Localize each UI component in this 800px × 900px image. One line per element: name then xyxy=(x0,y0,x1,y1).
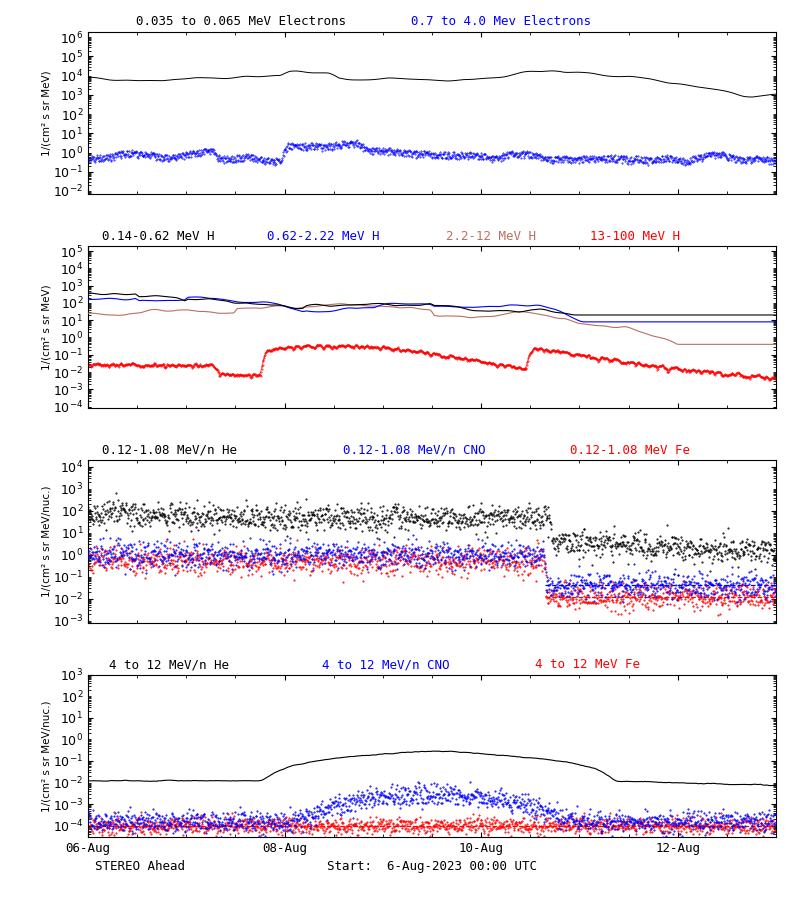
Text: STEREO Ahead: STEREO Ahead xyxy=(95,860,185,873)
Y-axis label: 1/(cm² s sr MeV): 1/(cm² s sr MeV) xyxy=(42,284,51,370)
Text: Start:  6-Aug-2023 00:00 UTC: Start: 6-Aug-2023 00:00 UTC xyxy=(327,860,537,873)
Text: 0.14-0.62 MeV H: 0.14-0.62 MeV H xyxy=(102,230,214,243)
Text: 4 to 12 MeV/n He: 4 to 12 MeV/n He xyxy=(109,659,229,671)
Text: 0.12-1.08 MeV/n He: 0.12-1.08 MeV/n He xyxy=(102,444,237,457)
Text: 4 to 12 MeV/n CNO: 4 to 12 MeV/n CNO xyxy=(322,659,450,671)
Text: 2.2-12 MeV H: 2.2-12 MeV H xyxy=(446,230,536,243)
Y-axis label: 1/(cm² s sr MeV/nuc.): 1/(cm² s sr MeV/nuc.) xyxy=(42,700,51,812)
Text: 0.62-2.22 MeV H: 0.62-2.22 MeV H xyxy=(267,230,379,243)
Text: 0.7 to 4.0 Mev Electrons: 0.7 to 4.0 Mev Electrons xyxy=(411,15,591,28)
Text: 0.12-1.08 MeV/n CNO: 0.12-1.08 MeV/n CNO xyxy=(342,444,485,457)
Text: 13-100 MeV H: 13-100 MeV H xyxy=(590,230,680,243)
Text: 0.035 to 0.065 MeV Electrons: 0.035 to 0.065 MeV Electrons xyxy=(136,15,346,28)
Text: 4 to 12 MeV Fe: 4 to 12 MeV Fe xyxy=(535,659,640,671)
Y-axis label: 1/(cm² s sr MeV/nuc.): 1/(cm² s sr MeV/nuc.) xyxy=(42,486,52,598)
Text: 0.12-1.08 MeV Fe: 0.12-1.08 MeV Fe xyxy=(570,444,690,457)
Y-axis label: 1/(cm² s sr MeV): 1/(cm² s sr MeV) xyxy=(42,70,52,156)
